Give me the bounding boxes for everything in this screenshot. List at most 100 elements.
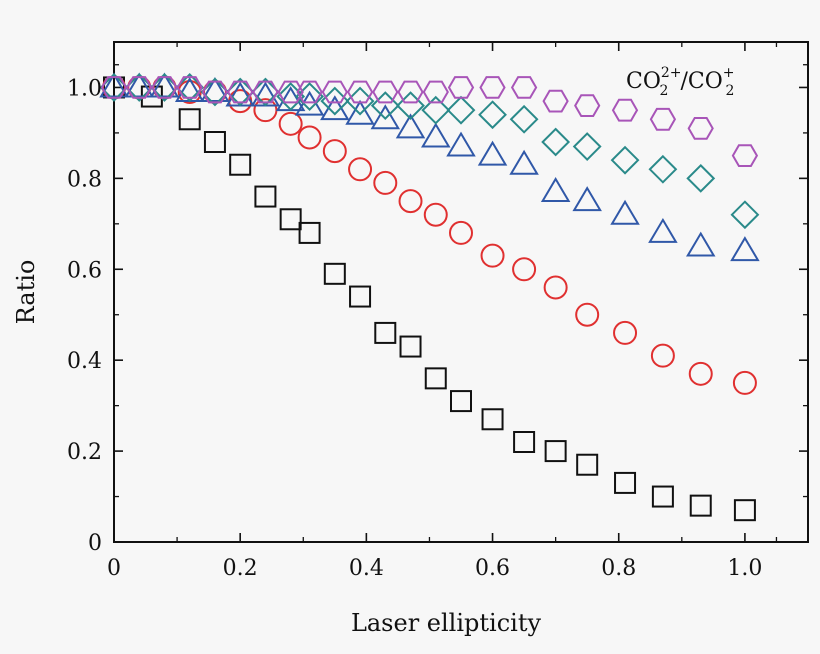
- squares-point: [614, 471, 637, 494]
- squares-point: [424, 367, 447, 390]
- triangles-point: [345, 99, 375, 125]
- y-tick-label: 0.8: [67, 167, 102, 192]
- hexagons-point: [100, 76, 128, 99]
- squares-point: [513, 431, 536, 453]
- hexagons-point: [252, 80, 279, 104]
- diamonds-point: [730, 200, 760, 230]
- circles-point: [512, 257, 537, 282]
- annotation-numerator-sup: 2+: [661, 65, 682, 81]
- x-tick-label: 0.4: [349, 556, 384, 581]
- diamonds-point: [478, 100, 507, 130]
- triangles-point: [610, 199, 640, 225]
- triangles-point: [149, 72, 180, 98]
- hexagons-point: [296, 80, 323, 104]
- hexagons-point: [649, 107, 677, 131]
- annotation-slash: /: [680, 69, 688, 94]
- circles-point: [253, 98, 278, 123]
- triangles-point: [730, 236, 760, 262]
- squares-point: [323, 262, 346, 285]
- circles-point: [348, 157, 373, 182]
- triangles-point: [395, 113, 426, 139]
- series-circles: [102, 75, 757, 395]
- triangles-point: [370, 104, 401, 130]
- squares-point: [178, 108, 201, 131]
- diamonds-point: [446, 95, 476, 125]
- squares-point: [254, 185, 277, 208]
- triangles-point: [477, 140, 508, 166]
- squares-point: [576, 453, 599, 476]
- triangles-point: [648, 217, 678, 243]
- y-tick-label: 0: [88, 531, 102, 556]
- circles-point: [650, 343, 675, 368]
- hexagons-point: [346, 80, 374, 104]
- annotation-numerator-sub: 2: [660, 83, 669, 99]
- diamonds-point: [276, 82, 306, 111]
- diamonds-point: [396, 91, 425, 121]
- ratio-annotation: CO2+ 2/CO+ 2: [626, 65, 734, 99]
- data-markers: [99, 72, 760, 522]
- x-tick-label: 1.0: [727, 556, 762, 581]
- triangles-point: [200, 77, 230, 102]
- hexagons-point: [510, 76, 538, 99]
- y-axis-title: Ratio: [12, 260, 40, 325]
- triangles-point: [509, 149, 539, 175]
- hexagons-point: [372, 80, 399, 104]
- diamonds-point: [610, 145, 640, 175]
- hexagons-point: [611, 98, 639, 122]
- hexagons-point: [201, 80, 229, 104]
- circles-point: [278, 111, 303, 136]
- triangles-point: [540, 177, 571, 202]
- annotation-denominator-sub: 2: [725, 83, 734, 99]
- diamonds-point: [572, 132, 602, 161]
- hexagons-point: [542, 89, 569, 113]
- circles-point: [613, 320, 638, 345]
- circles-point: [423, 202, 448, 227]
- hexagons-point: [687, 117, 714, 140]
- circles-point: [732, 370, 757, 395]
- hexagons-point: [397, 80, 424, 104]
- hexagons-point: [151, 76, 178, 99]
- diamonds-point: [370, 91, 400, 121]
- squares-point: [298, 221, 321, 244]
- hexagons-point: [227, 80, 254, 104]
- diamonds-point: [320, 86, 350, 116]
- squares-point: [481, 408, 504, 431]
- triangles-point: [99, 72, 129, 98]
- x-axis-title: Laser ellipticity: [351, 609, 542, 637]
- circles-point: [297, 125, 322, 150]
- plot-area: [113, 41, 809, 543]
- squares-point: [689, 494, 712, 517]
- circles-point: [398, 189, 423, 214]
- squares-point: [203, 131, 226, 153]
- y-tick-label: 0.2: [67, 440, 102, 465]
- squares-point: [651, 485, 674, 508]
- annotation-denominator: CO: [688, 69, 723, 94]
- triangles-point: [421, 122, 451, 148]
- circles-point: [480, 243, 505, 268]
- diamonds-point: [421, 95, 451, 125]
- y-tick-label: 1.0: [67, 76, 102, 101]
- hexagons-point: [176, 76, 203, 99]
- axis-ticks: [113, 42, 808, 543]
- squares-point: [229, 153, 252, 176]
- annotation-denominator-sup: +: [723, 65, 735, 81]
- triangles-point: [685, 231, 716, 257]
- diamonds-point: [686, 163, 716, 193]
- circles-point: [373, 170, 398, 195]
- circles-point: [322, 139, 347, 164]
- diamonds-point: [541, 127, 571, 157]
- hexagons-point: [422, 80, 449, 104]
- x-tick-label: 0.6: [475, 556, 510, 581]
- hexagons-point: [479, 76, 506, 99]
- annotation-numerator: CO: [626, 69, 661, 94]
- triangles-point: [320, 95, 350, 121]
- triangles-point: [446, 131, 476, 157]
- hexagons-point: [447, 76, 475, 99]
- triangles-point: [124, 72, 154, 98]
- series-hexagons: [100, 76, 759, 167]
- circles-point: [543, 275, 568, 300]
- hexagons-point: [321, 80, 348, 104]
- squares-point: [349, 285, 372, 308]
- diamonds-point: [648, 154, 678, 184]
